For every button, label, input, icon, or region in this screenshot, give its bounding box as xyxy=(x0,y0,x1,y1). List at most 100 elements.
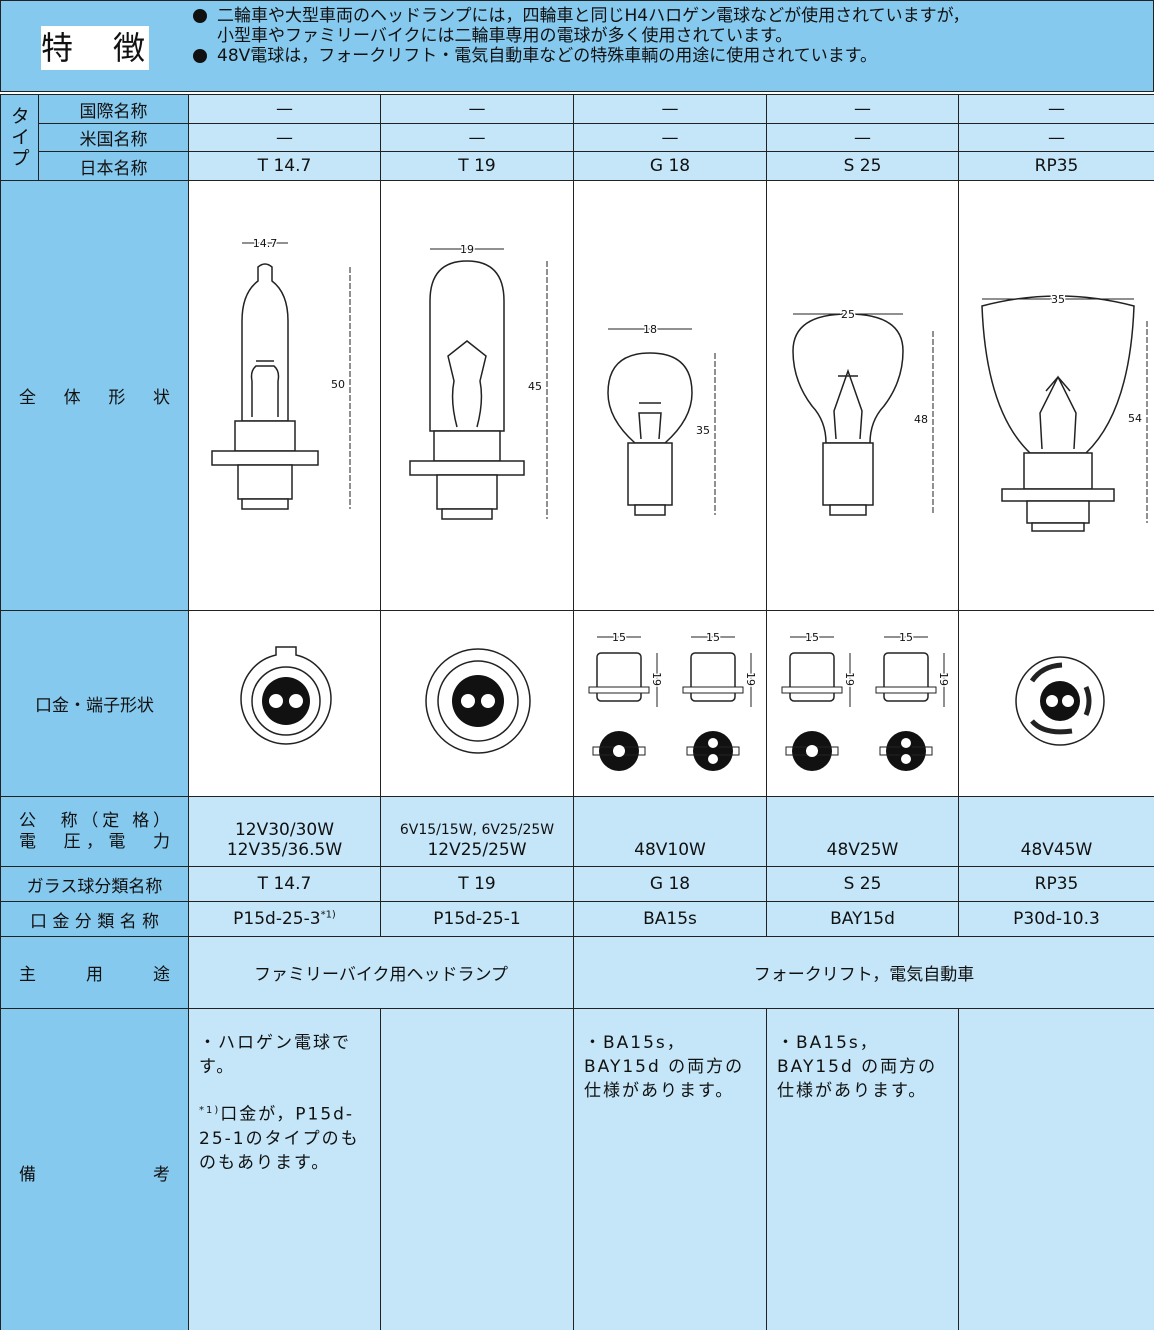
bulb-drawing: 14.7 50 xyxy=(210,236,350,510)
bulb-base xyxy=(821,442,874,506)
type-cell: G 18 xyxy=(573,151,767,181)
base-class: P15d-25-3 xyxy=(233,909,321,929)
bulb-base xyxy=(627,442,673,506)
row-label: 備 考 xyxy=(0,1008,189,1330)
dim-label: 19 xyxy=(937,672,950,686)
dim-label: 18 xyxy=(643,323,657,336)
bullet-line: 48V電球は，フォークリフト・電気自動車などの特殊車輌の用途に使用されています。 xyxy=(217,46,878,66)
dim-label: 15 xyxy=(805,631,819,644)
contact-pin xyxy=(481,694,495,708)
note: ・BA15s，BAY15d の両方の仕様があります。 xyxy=(584,1031,758,1103)
base-class: BAY15d xyxy=(830,909,895,929)
base-side xyxy=(788,652,835,702)
base-class-cell: BA15s xyxy=(573,901,767,937)
base-class-cell: P30d-10.3 xyxy=(958,901,1154,937)
bulb-base xyxy=(436,474,498,510)
type-cell: — xyxy=(380,94,574,124)
row-label: 米国名称 xyxy=(38,123,189,152)
notes-cell xyxy=(958,1008,1154,1330)
bullet-dot xyxy=(193,9,207,23)
voltage-line: 6V15/15W, 6V25/25W xyxy=(399,822,555,838)
dim-label: 35 xyxy=(1051,293,1065,306)
use-cell: ファミリーバイク用ヘッドランプ xyxy=(188,936,574,1009)
type-cell: S 25 xyxy=(766,151,959,181)
dim-label: 15 xyxy=(612,631,626,644)
voltage-cell: 48V25W xyxy=(766,796,959,867)
shape-cell: 35 54 xyxy=(958,180,1154,611)
bulb-filament xyxy=(832,368,863,440)
contact-pin xyxy=(706,736,720,750)
bulb-base xyxy=(634,504,666,516)
bulb-base xyxy=(409,460,525,476)
voltage-cell: 48V10W xyxy=(573,796,767,867)
row-label: 国際名称 xyxy=(38,94,189,124)
base-class: P15d-25-1 xyxy=(433,909,521,929)
bullet-line: 二輪車や大型車両のヘッドランプには，四輪車と同じH4ハロゲン電球などが使用されて… xyxy=(217,6,970,26)
dim-label: 19 xyxy=(460,243,474,256)
footnote-mark: *1) xyxy=(199,1105,221,1116)
bullet: 二輪車や大型車両のヘッドランプには，四輪車と同じH4ハロゲン電球などが使用されて… xyxy=(191,6,970,46)
base-class: P30d-10.3 xyxy=(1013,909,1100,929)
feature-bullets: 二輪車や大型車両のヘッドランプには，四輪車と同じH4ハロゲン電球などが使用されて… xyxy=(191,6,970,66)
base-end xyxy=(885,731,926,771)
notes-cell: ・BA15s，BAY15d の両方の仕様があります。 xyxy=(766,1008,959,1330)
voltage-line: 48V25W xyxy=(826,840,899,860)
feature-header: 特 徴 二輪車や大型車両のヘッドランプには，四輪車と同じH4ハロゲン電球などが使… xyxy=(0,0,1154,92)
base-side xyxy=(690,652,736,702)
bulb-table: タイプ 国際名称 — — — — — 米国名称 — — — — — 日本名称 T 14.7 T 19 G 1… xyxy=(0,94,1154,1330)
contact-pin xyxy=(706,752,720,766)
voltage-line: 12V25/25W xyxy=(427,840,527,860)
note-text: ・BA15s，BAY15d の両方の仕様があります。 xyxy=(777,1033,938,1101)
dim-label: 19 xyxy=(650,672,663,686)
bulb-base xyxy=(1025,500,1090,524)
shape-cell: 14.7 50 xyxy=(188,180,381,611)
note: ・BA15s，BAY15d の両方の仕様があります。 xyxy=(777,1031,950,1103)
voltage-line: 48V10W xyxy=(634,840,706,860)
base-cell xyxy=(958,610,1154,797)
base-pin xyxy=(875,686,936,694)
shape-cell: 18 35 xyxy=(573,180,767,611)
bulb-base xyxy=(433,430,501,462)
base-cell: 15 19 15 19 xyxy=(766,610,959,797)
base-cell xyxy=(188,610,381,797)
row-label: 日本名称 xyxy=(38,151,189,181)
notes-cell xyxy=(380,1008,574,1330)
feature-title: 特 徴 xyxy=(41,26,149,70)
contact-pin xyxy=(1061,695,1074,707)
label-line: 電 圧，電 力 xyxy=(19,831,170,852)
contact-pin xyxy=(1045,695,1058,707)
voltage-line: 12V30/30W xyxy=(234,820,335,840)
contact-pin xyxy=(288,694,303,708)
base-class-cell: BAY15d xyxy=(766,901,959,937)
base-cell: 15 19 15 19 xyxy=(573,610,767,797)
voltage-cell: 48V45W xyxy=(958,796,1154,867)
bulb-filament xyxy=(447,340,487,428)
bulb-base xyxy=(828,504,867,516)
base-drawing xyxy=(425,648,531,754)
bulb-glass xyxy=(607,352,693,444)
contact-pin xyxy=(805,745,818,757)
base-ring xyxy=(250,666,321,736)
contact-pin xyxy=(268,694,283,708)
row-label: ガラス球分類名称 xyxy=(0,866,189,902)
dim-label: 15 xyxy=(706,631,720,644)
base-pin xyxy=(588,686,650,694)
base-end xyxy=(693,731,733,771)
notes-cell: ・ハロゲン電球です。 *1)口金が，P15d-25-1のタイプのものもあります。 xyxy=(188,1008,381,1330)
dim-label: 35 xyxy=(696,424,710,437)
type-cell: T 19 xyxy=(380,151,574,181)
base-drawing xyxy=(1014,656,1105,746)
bullet: 48V電球は，フォークリフト・電気自動車などの特殊車輌の用途に使用されています。 xyxy=(191,46,970,66)
dim-label: 45 xyxy=(528,380,542,393)
base-class-cell: P15d-25-1 xyxy=(380,901,574,937)
glass-cell: G 18 xyxy=(573,866,767,902)
dim-label: 48 xyxy=(914,413,928,426)
type-cell: — xyxy=(380,123,574,152)
note-text: ・ハロゲン電球です。 xyxy=(199,1033,351,1077)
base-slot xyxy=(1029,662,1091,735)
base-ring xyxy=(437,660,519,742)
bulb-filament xyxy=(638,402,662,440)
base-drawing xyxy=(239,646,332,745)
type-cell: — xyxy=(958,94,1154,124)
